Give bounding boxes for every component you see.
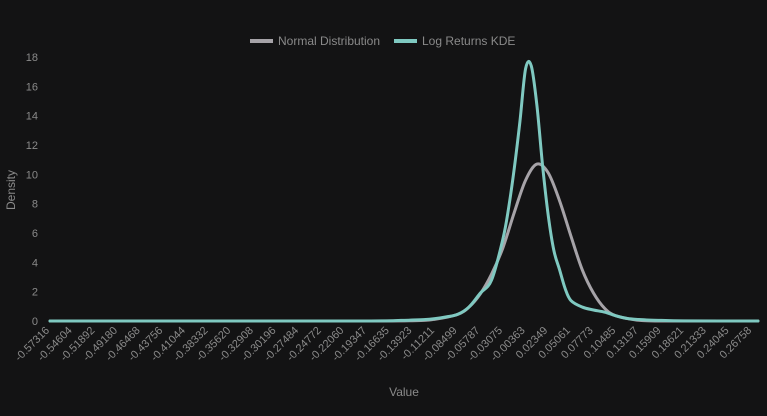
y-tick-label: 16 [26,81,38,93]
y-tick-label: 2 [32,287,38,299]
y-tick-label: 14 [26,111,38,123]
y-axis-title: Density [4,170,18,210]
series-layer [48,59,760,323]
y-tick-label: 0 [32,316,38,328]
legend-label-normal: Normal Distribution [278,34,380,48]
series-line-normal [48,162,760,323]
y-tick-label: 4 [32,257,38,269]
y-tick-label: 8 [32,199,38,211]
legend-label-kde: Log Returns KDE [422,34,515,48]
series-line-kde [48,59,760,323]
x-axis-title: Value [389,385,419,399]
y-tick-label: 18 [26,52,38,64]
y-tick-label: 10 [26,169,38,181]
legend-item-kde[interactable]: Log Returns KDE [394,34,515,48]
y-axis: 0 2 4 6 8 10 12 14 16 18 [26,52,38,328]
y-tick-label: 12 [26,140,38,152]
y-tick-label: 6 [32,228,38,240]
legend-item-normal[interactable]: Normal Distribution [250,34,380,48]
x-axis: -0.57316-0.54604-0.51892-0.49180-0.46468… [13,325,754,364]
legend: Normal Distribution Log Returns KDE [250,34,515,48]
